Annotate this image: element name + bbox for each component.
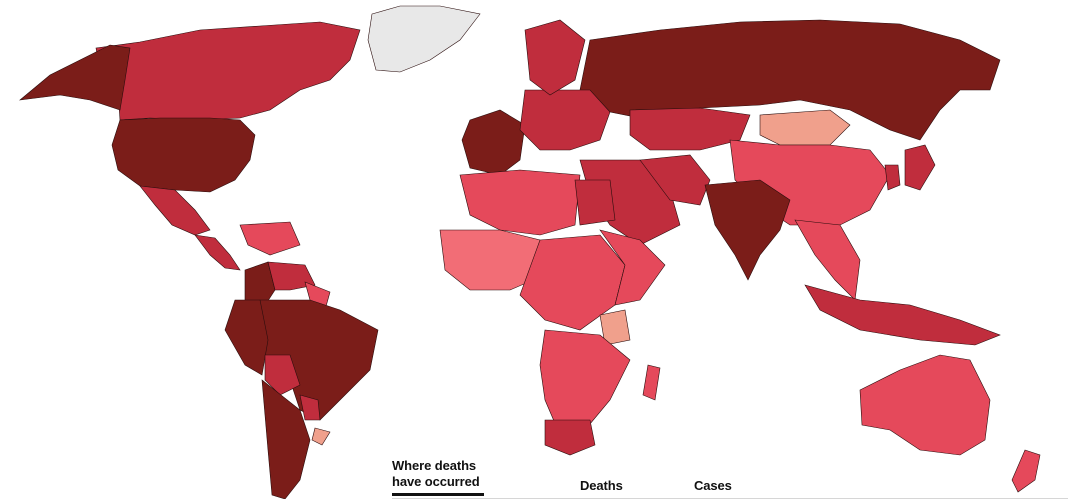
region-united-states[interactable] [111,117,256,193]
region-mexico[interactable] [139,185,211,236]
region-kazakhstan[interactable] [629,107,751,151]
region-bolivia[interactable] [264,354,301,396]
region-paraguay[interactable] [299,394,321,421]
region-southern-africa[interactable] [539,329,631,436]
region-iran[interactable] [639,154,711,206]
region-mongolia[interactable] [759,109,851,146]
tab-where-deaths-occurred[interactable]: Where deaths have occurred [392,458,484,496]
tab-cases[interactable]: Cases [694,478,732,493]
region-alaska[interactable] [19,44,131,111]
region-australia[interactable] [859,354,991,456]
tab-deaths[interactable]: Deaths [580,478,623,493]
region-madagascar[interactable] [642,364,661,401]
region-south-africa[interactable] [544,419,596,456]
region-southeast-asia[interactable] [794,219,861,301]
region-canada[interactable] [95,21,361,121]
region-europe-east[interactable] [519,89,611,151]
region-venezuela[interactable] [267,261,316,291]
region-uruguay[interactable] [311,427,331,446]
region-new-zealand[interactable] [1011,449,1041,493]
region-tanzania[interactable] [599,309,631,346]
region-central-america[interactable] [194,234,241,271]
region-central-africa[interactable] [519,234,626,331]
region-argentina[interactable] [261,379,311,499]
region-egypt[interactable] [574,179,616,226]
region-indonesia[interactable] [804,284,1001,346]
region-india[interactable] [704,179,791,281]
region-korea[interactable] [884,164,901,191]
region-japan[interactable] [904,144,936,191]
region-europe-west[interactable] [461,109,526,176]
region-caribbean[interactable] [239,221,301,256]
region-east-africa[interactable] [599,229,666,306]
region-north-africa[interactable] [459,169,581,236]
region-greenland[interactable] [367,5,481,73]
map-view-tabs: Where deaths have occurred Deaths Cases [392,458,1068,499]
region-scandinavia[interactable] [524,19,586,96]
region-peru[interactable] [224,299,269,376]
